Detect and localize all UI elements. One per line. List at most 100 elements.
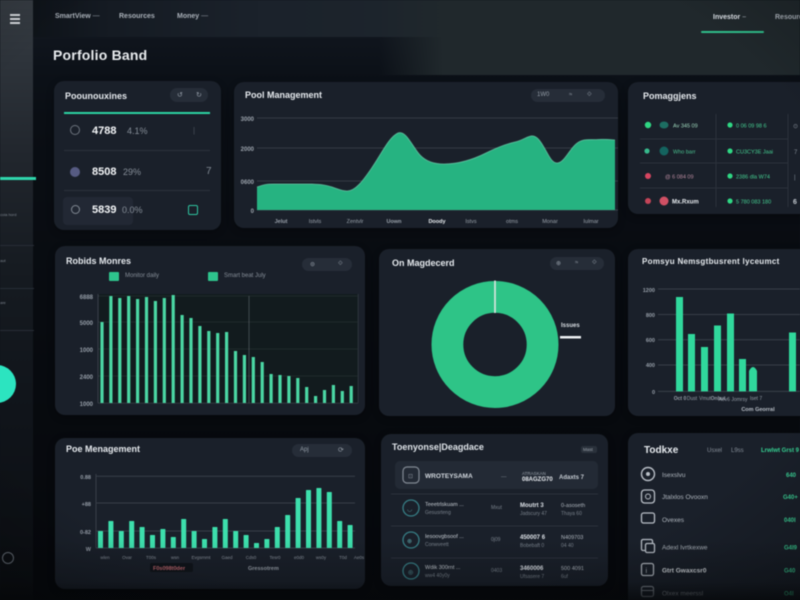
svg-text:Ovexes: Ovexes [662,517,685,524]
svg-text:Conwveett: Conwveett [425,542,449,548]
svg-text:Oct 0: Oct 0 [674,396,687,402]
svg-text:Monar: Monar [542,219,558,225]
svg-text:Cds0: Cds0 [246,555,257,560]
svg-text:+88: +88 [82,502,91,508]
svg-text:◡: ◡ [407,507,412,513]
svg-text:3000: 3000 [241,117,255,123]
svg-text:Teeetrlskuam ...: Teeetrlskuam ... [425,502,464,508]
svg-text:1000: 1000 [80,348,94,354]
svg-text:Jelut: Jelut [275,219,288,225]
svg-text:0j09: 0j09 [491,537,501,543]
svg-text:Issues: Issues [561,323,580,329]
svg-text:ATRASKAN: ATRASKAN [522,471,546,476]
svg-text:Zentvlr: Zentvlr [347,219,364,225]
svg-text:ws0y: ws0y [316,555,327,560]
svg-text:Gaed: Gaed [221,555,233,560]
svg-text:⊕: ⊕ [407,539,412,545]
svg-text:wlen: wlen [100,555,110,560]
svg-text:Istvs: Istvs [465,219,477,225]
svg-text:—: — [501,474,507,480]
svg-text:Dust: Dust [687,396,698,402]
svg-text:W: W [86,547,92,553]
svg-text:G4I9: G4I9 [784,546,798,552]
svg-text:Isexslvu: Isexslvu [662,472,686,479]
svg-text:Evgsrnmt: Evgsrnmt [191,555,211,560]
svg-text:Iulmar: Iulmar [583,219,598,225]
svg-text:Mxut: Mxut [491,505,502,511]
svg-text:Gesusrteng: Gesusrteng [425,510,451,516]
svg-text:Ufsasere 7: Ufsasere 7 [520,574,544,580]
svg-text:0-asoseth: 0-asoseth [561,503,585,509]
svg-text:Com Georral: Com Georral [741,407,775,413]
svg-text:800: 800 [646,313,655,319]
svg-text:Jtalxlos Ovooxn: Jtalxlos Ovooxn [662,494,708,501]
svg-text:@ 6 084 09: @ 6 084 09 [665,175,694,181]
svg-text:Iset 7: Iset 7 [750,396,762,402]
svg-text:450007 6: 450007 6 [520,535,546,541]
svg-text:Iesoovgbsoof ...: Iesoovgbsoof ... [425,534,464,540]
svg-text:Adexl Ivrtkexwe: Adexl Ivrtkexwe [662,545,708,552]
svg-text:500 4091: 500 4091 [561,566,584,572]
svg-text:2400: 2400 [80,375,94,381]
svg-text:Tesr0: Tesr0 [269,555,281,560]
svg-text:⊡: ⊡ [408,474,413,480]
svg-text:e0d0: e0d0 [294,555,305,560]
svg-text:7: 7 [794,150,798,156]
svg-text:Wdik 300rnt ...: Wdik 300rnt ... [425,565,461,571]
svg-text:otms: otms [506,219,518,225]
svg-text:Mx.Rxum: Mx.Rxum [672,200,699,206]
svg-text:Vmut: Vmut [699,396,711,402]
svg-text:Olxex meerssl: Olxex meerssl [662,591,704,598]
svg-text:wsn: wsn [171,555,179,560]
svg-text:CU3CY3E Jaai: CU3CY3E Jaai [736,150,773,156]
svg-text:600: 600 [646,338,655,344]
svg-text:640: 640 [786,473,797,479]
svg-text:6uf: 6uf [561,574,569,580]
svg-text:⊙: ⊙ [793,124,798,130]
svg-text:0: 0 [251,209,255,215]
svg-text:1200: 1200 [643,288,655,294]
svg-text:Aev6 Jomrsy: Aev6 Jomrsy [719,397,748,403]
svg-text:Thaya 60: Thaya 60 [561,511,582,517]
svg-text:T00s: T00s [146,555,157,560]
svg-text:1000: 1000 [80,402,94,408]
svg-text:0: 0 [652,390,655,396]
svg-text:040I: 040I [784,518,796,524]
svg-text:Moutrt 3: Moutrt 3 [520,503,544,509]
svg-text:5000: 5000 [80,321,94,327]
svg-text:i: i [646,568,648,575]
svg-text:G40+: G40+ [783,495,798,501]
svg-text:Jadscury 47: Jadscury 47 [520,511,547,517]
svg-text:0600: 0600 [241,180,255,186]
svg-text:O4I: O4I [784,592,794,598]
svg-text:3460006: 3460006 [520,566,544,572]
svg-text:400: 400 [646,363,655,369]
svg-text:Adaxts 7: Adaxts 7 [559,475,585,481]
svg-text:2386 dla W74: 2386 dla W74 [736,175,770,181]
svg-text:Istvls: Istvls [309,219,322,225]
svg-text:Bobebaft 0: Bobebaft 0 [520,543,544,549]
svg-text:Who barr: Who barr [673,150,696,156]
svg-text:◎: ◎ [408,570,413,576]
svg-text:6888: 6888 [80,295,94,301]
svg-text:6: 6 [793,199,797,206]
svg-text:Gressotrem: Gressotrem [248,566,279,572]
svg-text:0.88: 0.88 [80,475,91,481]
svg-text:0 06 09 98 6: 0 06 09 98 6 [736,124,767,130]
svg-text:ww4 40y0y: ww4 40y0y [425,573,450,579]
svg-text:2000: 2000 [241,147,255,153]
svg-text:Uown: Uown [387,219,403,225]
svg-text:G40: G40 [784,569,796,575]
svg-text:Av 345 09: Av 345 09 [673,124,698,130]
svg-text:|: | [794,175,796,181]
svg-text:0403: 0403 [491,568,502,574]
svg-text:N409703: N409703 [561,535,583,541]
svg-text:08AGZG70: 08AGZG70 [522,477,553,483]
svg-text:WROTEYSAMA: WROTEYSAMA [425,473,473,480]
svg-text:0-82: 0-82 [80,530,91,536]
svg-text:T0d: T0d [339,555,347,560]
svg-text:Gtrt Gwaxcsr0: Gtrt Gwaxcsr0 [662,568,707,575]
svg-text:F0s098t0der: F0s098t0der [153,566,186,572]
svg-text:5 780 083 180: 5 780 083 180 [736,200,771,206]
svg-text:04 40: 04 40 [561,543,574,549]
